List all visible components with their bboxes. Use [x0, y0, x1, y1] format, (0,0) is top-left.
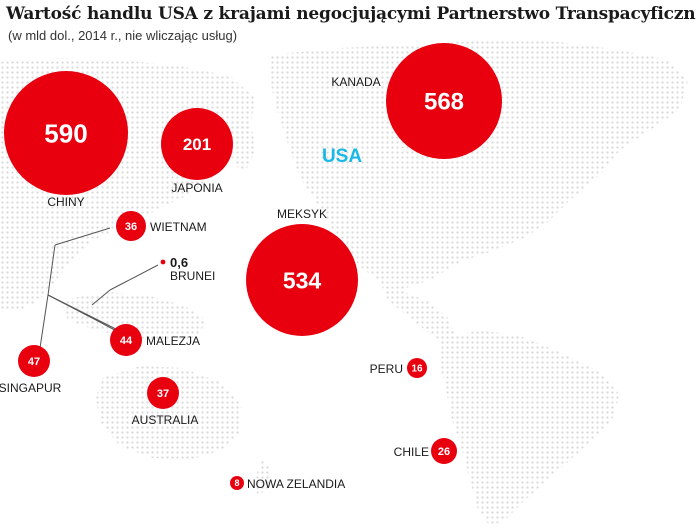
country-malezja: 44 MALEZJA	[110, 324, 200, 356]
usa-label: USA	[322, 146, 362, 167]
map-subtitle: (w mld dol., 2014 r., nie wliczając usłu…	[8, 28, 238, 43]
country-nowa-zelandia: 8 NOWA ZELANDIA	[230, 476, 345, 491]
value-label: 16	[411, 364, 423, 375]
country-label: SINGAPUR	[0, 381, 62, 395]
country-label: WIETNAM	[150, 220, 207, 234]
value-bubble	[116, 211, 146, 241]
leader-line	[109, 264, 159, 291]
value-label: 201	[183, 135, 211, 154]
map-title: Wartość handlu USA z krajami negocjujący…	[6, 4, 696, 24]
australia-land	[96, 366, 242, 460]
value-label: 534	[283, 267, 322, 293]
south-america-land	[440, 330, 620, 526]
country-label: CHILE	[394, 445, 429, 459]
value-bubble	[161, 108, 233, 180]
leader-line	[91, 289, 111, 306]
country-label: AUSTRALIA	[132, 413, 199, 427]
leader-line	[39, 294, 49, 349]
value-label: 8	[234, 478, 239, 488]
country-chiny: 590 CHINY	[4, 71, 128, 209]
country-wietnam: 36 WIETNAM	[116, 211, 207, 241]
country-label: KANADA	[331, 75, 380, 89]
country-australia: 37 AUSTRALIA	[132, 377, 199, 427]
value-label: 590	[44, 118, 87, 148]
country-label: BRUNEI	[170, 269, 215, 283]
country-label: MEKSYK	[277, 207, 327, 221]
leader-line	[47, 244, 56, 296]
leader-line	[54, 227, 111, 246]
value-bubble	[147, 377, 179, 409]
value-label: 26	[438, 446, 450, 458]
value-bubble	[386, 43, 502, 159]
japan-land	[230, 118, 256, 170]
central-america-land	[380, 282, 455, 342]
value-bubble	[246, 224, 358, 336]
value-label: 37	[157, 388, 169, 400]
country-label: PERU	[370, 362, 403, 376]
country-japonia: 201 JAPONIA	[161, 108, 233, 195]
value-bubble	[18, 345, 50, 377]
value-bubble	[230, 476, 244, 490]
new-zealand-land	[254, 458, 272, 496]
value-label: 36	[125, 221, 137, 233]
value-label: 44	[120, 335, 133, 347]
country-label: NOWA ZELANDIA	[247, 477, 345, 491]
value-label: 568	[424, 89, 464, 116]
value-bubble	[110, 324, 142, 356]
southeast-asia-islands-land	[60, 292, 205, 342]
country-chile: 26 CHILE	[394, 438, 457, 464]
north-america-land	[268, 40, 688, 290]
country-singapur: 47 SINGAPUR	[0, 345, 62, 395]
value-label: 47	[28, 356, 40, 368]
leader-line	[47, 294, 97, 321]
value-bubble	[431, 438, 457, 464]
country-kanada: 568 KANADA	[331, 43, 502, 159]
country-peru: 16 PERU	[370, 358, 427, 378]
value-bubble	[160, 259, 166, 265]
country-label: MALEZJA	[146, 334, 200, 348]
country-meksyk: 534 MEKSYK	[246, 207, 358, 336]
country-label: CHINY	[47, 195, 84, 209]
value-bubble	[407, 358, 427, 378]
value-bubble	[4, 71, 128, 195]
country-label: JAPONIA	[171, 181, 222, 195]
value-label: 0,6	[170, 255, 188, 270]
